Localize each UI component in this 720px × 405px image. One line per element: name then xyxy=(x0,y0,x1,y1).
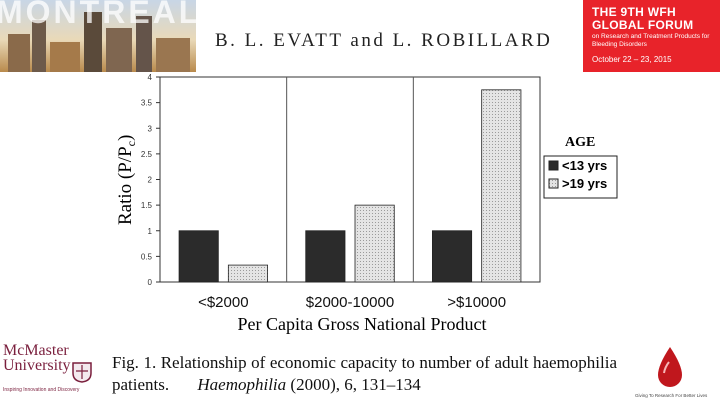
y-tick-label: 1.5 xyxy=(141,201,153,210)
y-tick-label: 2 xyxy=(148,176,153,185)
caption-citation: (2000), 6, 131–134 xyxy=(290,375,421,394)
legend: <13 yrs >19 yrs xyxy=(543,155,618,199)
drop-tagline: Giving To Research For Better Lives xyxy=(635,393,708,398)
mcmaster-tagline: Inspiring Innovation and Discovery xyxy=(3,387,80,393)
bar-under13 xyxy=(431,230,473,283)
caption-label: Fig. 1. xyxy=(112,353,157,372)
bar-under13 xyxy=(305,230,346,283)
wfh-line3: on Research and Treatment Products for B… xyxy=(592,33,710,48)
wfh-line1: THE 9TH WFH xyxy=(592,5,676,19)
y-axis-label: Ratio (P/Pc) xyxy=(115,135,138,225)
authors-header: B. L. EVATT and L. ROBILLARD xyxy=(215,30,553,51)
legend-label: >19 yrs xyxy=(562,176,607,191)
blood-drop-logo: Giving To Research For Better Lives xyxy=(630,345,710,403)
wfh-line2: GLOBAL FORUM xyxy=(592,18,694,32)
legend-swatch xyxy=(548,160,559,171)
wfh-dates: October 22 – 23, 2015 xyxy=(592,55,672,64)
bar-under13 xyxy=(178,230,219,283)
caption-text: Relationship of economic capacity to num… xyxy=(112,353,617,394)
legend-swatch xyxy=(548,178,559,189)
caption-journal: Haemophilia xyxy=(197,375,287,394)
blood-drop-icon xyxy=(658,347,682,387)
x-tick-label: >$10000 xyxy=(447,294,506,311)
y-tick-label: 0 xyxy=(148,278,153,287)
bar-over19 xyxy=(354,204,395,283)
x-tick-label: <$2000 xyxy=(198,294,248,311)
legend-title: AGE xyxy=(565,135,595,150)
montreal-banner-image: MONTREAL xyxy=(0,0,196,72)
y-tick-label: 4 xyxy=(148,73,153,82)
x-tick-label: $2000-10000 xyxy=(306,294,394,311)
bar-over19 xyxy=(481,89,522,283)
y-tick-label: 1 xyxy=(148,227,153,236)
y-tick-label: 3 xyxy=(148,124,153,133)
y-tick-label: 2.5 xyxy=(141,150,153,159)
plot-frame xyxy=(159,76,541,283)
y-tick-label: 0.5 xyxy=(141,252,153,261)
y-tick-label: 3.5 xyxy=(141,99,153,108)
mcmaster-logo: McMaster University Inspiring Innovation… xyxy=(3,343,103,403)
legend-label: <13 yrs xyxy=(562,158,607,173)
banner-title: MONTREAL xyxy=(0,0,196,30)
mcmaster-name1: McMaster xyxy=(3,342,69,359)
bar-over19 xyxy=(227,264,268,283)
mcmaster-name2: University xyxy=(3,357,71,374)
x-axis-label: Per Capita Gross National Product xyxy=(238,314,487,334)
mcmaster-crest-icon xyxy=(72,362,92,383)
figure-caption: Fig. 1. Relationship of economic capacit… xyxy=(112,352,617,396)
wfh-forum-badge: THE 9TH WFH GLOBAL FORUM on Research and… xyxy=(583,0,720,72)
